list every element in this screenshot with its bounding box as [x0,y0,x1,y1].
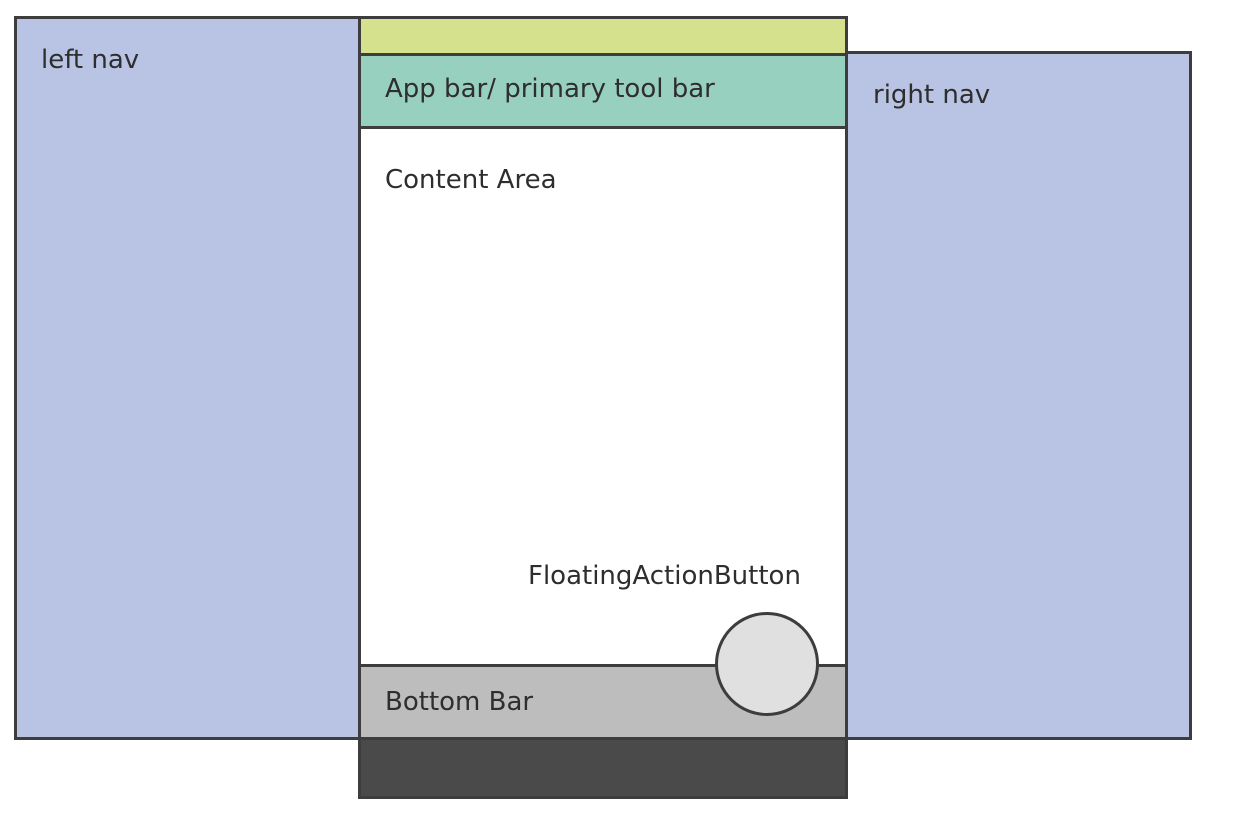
content-area-region: Content Area [358,126,848,667]
right-nav-label: right nav [873,80,991,110]
left-nav-label: left nav [41,45,140,75]
floating-action-button [715,612,819,716]
bottom-bar-label: Bottom Bar [385,687,534,717]
app-bar-label: App bar/ primary tool bar [385,74,715,104]
app-bar-region: App bar/ primary tool bar [358,53,848,129]
right-nav-region: right nav [842,51,1192,740]
fab-label: FloatingActionButton [528,561,801,591]
content-area-label: Content Area [385,165,557,195]
system-nav-bar-region [358,737,848,799]
left-nav-region: left nav [14,16,364,740]
status-bar-region [358,16,848,56]
